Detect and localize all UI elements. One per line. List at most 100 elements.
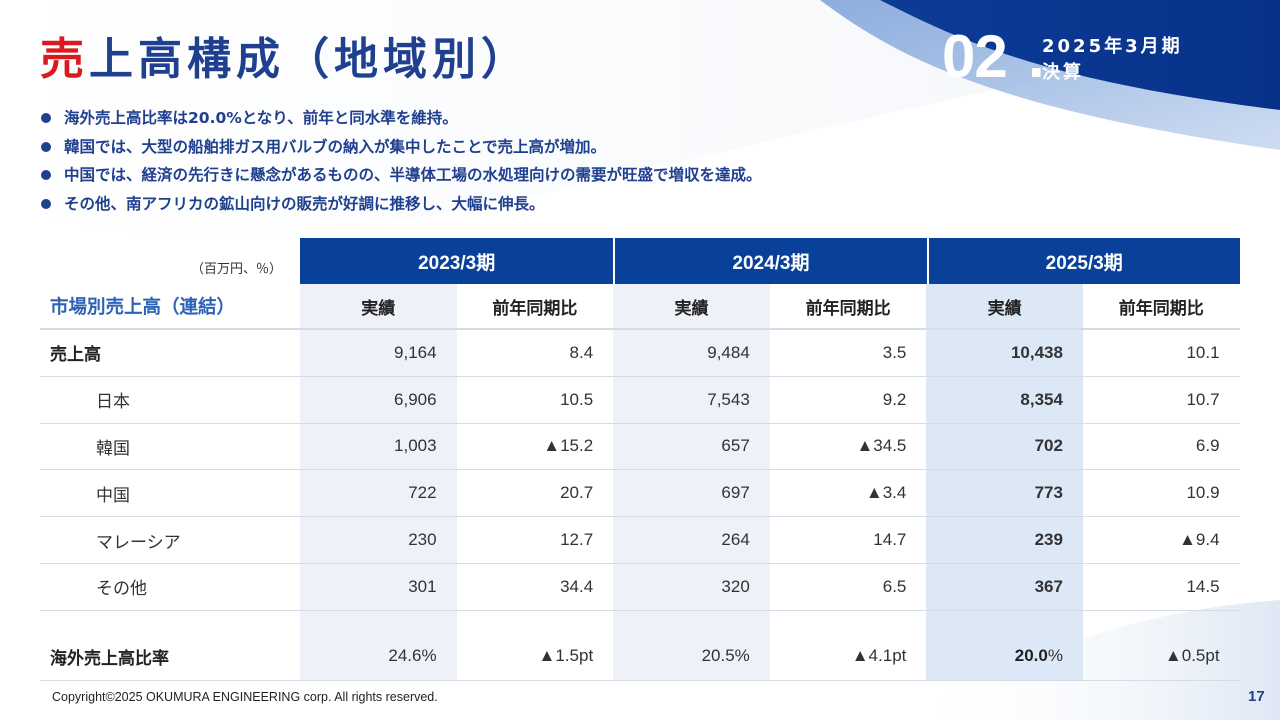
page-title: 売上高構成（地域別） — [40, 32, 530, 88]
table-cell: 12.7 — [456, 517, 614, 564]
table-cell: 10.9 — [1082, 470, 1240, 518]
table-cell: 6.9 — [1082, 424, 1240, 471]
column-header: 実績 — [926, 284, 1083, 330]
spacer-cell — [770, 611, 927, 633]
table-row: 売上高 9,164 8.4 9,484 3.5 10,438 10.1 — [40, 330, 1240, 377]
spacer-cell — [457, 611, 614, 633]
spacer-cell — [1083, 611, 1240, 633]
table-cell: 230 — [300, 517, 457, 564]
year-header: 2024/3期 — [613, 238, 927, 284]
row-label: 海外売上高比率 — [40, 633, 300, 681]
row-label: その他 — [40, 564, 300, 611]
table-row: 中国 722 20.7 697 ▲3.4 773 10.9 — [40, 470, 1240, 518]
table-cell: 722 — [300, 470, 457, 518]
table-cell: 10.7 — [1082, 377, 1240, 424]
table-cell: 10,438 — [926, 330, 1083, 377]
bullet-item: その他、南アフリカの鉱山向けの販売が好調に推移し、大幅に伸長。 — [40, 190, 762, 219]
table-row: 日本 6,906 10.5 7,543 9.2 8,354 10.7 — [40, 376, 1240, 424]
table-cell: 9,164 — [300, 330, 457, 377]
table-row-overseas-ratio: 海外売上高比率 24.6% ▲1.5pt 20.5% ▲4.1pt 20.0% … — [40, 632, 1240, 681]
bullet-list: 海外売上高比率は20.0%となり、前年と同水準を維持。 韓国では、大型の船舶排ガ… — [40, 104, 762, 218]
table-cell: 264 — [613, 517, 770, 564]
table-year-header-row: （百万円、％） 2023/3期 2024/3期 2025/3期 — [40, 238, 1240, 284]
table-cell: ▲3.4 — [769, 470, 927, 518]
table-cell: 657 — [613, 423, 770, 471]
table-cell: 301 — [300, 563, 457, 611]
table-cell: 14.7 — [769, 517, 927, 564]
table-cell: 20.5% — [613, 632, 770, 681]
section-label: 2025年3月期 決算 — [1042, 34, 1183, 86]
table-row: 韓国 1,003 ▲15.2 657 ▲34.5 702 6.9 — [40, 423, 1240, 471]
table-cell: 7,543 — [613, 376, 770, 424]
table-cell: 239 — [926, 517, 1083, 564]
bullet-text: その他、南アフリカの鉱山向けの販売が好調に推移し、大幅に伸長。 — [64, 194, 545, 213]
column-header: 前年同期比 — [1082, 284, 1240, 330]
table-cell: ▲0.5pt — [1082, 633, 1240, 681]
bullet-dot-icon — [41, 141, 51, 152]
row-label: 中国 — [40, 470, 300, 518]
bullet-dot-icon — [41, 198, 51, 209]
table-cell: 14.5 — [1082, 564, 1240, 611]
copyright-footer: Copyright©2025 OKUMURA ENGINEERING corp.… — [52, 690, 438, 704]
table-cell: ▲4.1pt — [769, 633, 927, 681]
row-label: 日本 — [40, 377, 300, 424]
unit-label: （百万円、％） — [190, 261, 282, 277]
column-header: 実績 — [300, 284, 457, 330]
table-cell: 9,484 — [613, 330, 770, 377]
table-cell: 773 — [926, 470, 1083, 518]
page-number: 17 — [1248, 688, 1265, 705]
bullet-item: 韓国では、大型の船舶排ガス用バルブの納入が集中したことで売上高が増加。 — [40, 133, 762, 162]
year-header: 2023/3期 — [300, 238, 614, 284]
table-cell: 10.5 — [456, 377, 614, 424]
ratio-value: 20.0 — [1014, 646, 1048, 666]
table-spacer-row — [40, 610, 1240, 633]
table-cell: 3.5 — [769, 330, 927, 377]
table-cell: 24.6% — [300, 632, 457, 681]
bullet-item: 海外売上高比率は20.0%となり、前年と同水準を維持。 — [40, 104, 762, 133]
table-cell: 20.7 — [456, 470, 614, 518]
row-label: 売上高 — [40, 330, 300, 377]
table-sub-header-row: 市場別売上高（連結） 実績 前年同期比 実績 前年同期比 実績 前年同期比 — [40, 284, 1240, 330]
title-text: 上高構成（地域別） — [89, 34, 530, 85]
section-label-period: 2025年3月期 — [1042, 36, 1183, 57]
table-cell: 6,906 — [300, 376, 457, 424]
ratio-percent-sign: % — [1047, 646, 1063, 666]
table-cell: 34.4 — [456, 564, 614, 611]
spacer-cell — [613, 610, 770, 633]
table-cell: 1,003 — [300, 423, 457, 471]
section-dot: . — [1028, 23, 1045, 90]
bullet-text: 中国では、経済の先行きに懸念があるものの、半導体工場の水処理向けの需要が旺盛で増… — [64, 166, 762, 184]
column-header: 前年同期比 — [456, 284, 614, 330]
bullet-item: 中国では、経済の先行きに懸念があるものの、半導体工場の水処理向けの需要が旺盛で増… — [40, 161, 762, 190]
title-accent: 売 — [40, 34, 89, 85]
section-number: 02 — [942, 23, 1008, 90]
table-row: マレーシア 230 12.7 264 14.7 239 ▲9.4 — [40, 517, 1240, 564]
spacer-cell — [40, 611, 300, 633]
bullet-dot-icon — [41, 170, 51, 180]
table-cell: 367 — [926, 563, 1083, 611]
section-label-heading: 市場別売上高（連結） — [40, 284, 300, 330]
row-label: マレーシア — [40, 517, 300, 564]
bullet-text: 韓国では、大型の船舶排ガス用バルブの納入が集中したことで売上高が増加。 — [64, 137, 607, 156]
table-cell: 9.2 — [769, 377, 927, 424]
table-cell: 702 — [926, 423, 1083, 471]
table-cell: ▲15.2 — [456, 424, 614, 471]
table-cell: 10.1 — [1082, 330, 1240, 377]
column-header: 実績 — [613, 284, 770, 330]
year-header: 2025/3期 — [926, 238, 1240, 284]
table-cell: 8.4 — [456, 330, 614, 377]
spacer-cell — [300, 610, 457, 633]
table-cell: 8,354 — [926, 376, 1083, 424]
bullet-text: 海外売上高比率は20.0%となり、前年と同水準を維持。 — [64, 109, 458, 127]
table-cell: ▲34.5 — [769, 424, 927, 471]
table-cell: ▲9.4 — [1082, 517, 1240, 564]
bullet-dot-icon — [41, 113, 51, 123]
column-header: 前年同期比 — [769, 284, 927, 330]
sales-by-region-table: （百万円、％） 2023/3期 2024/3期 2025/3期 市場別売上高（連… — [40, 238, 1240, 681]
table-row: その他 301 34.4 320 6.5 367 14.5 — [40, 563, 1240, 611]
spacer-cell — [926, 610, 1083, 633]
table-cell: 20.0% — [926, 632, 1083, 681]
section-label-type: 決算 — [1042, 62, 1084, 83]
table-cell: 320 — [613, 563, 770, 611]
